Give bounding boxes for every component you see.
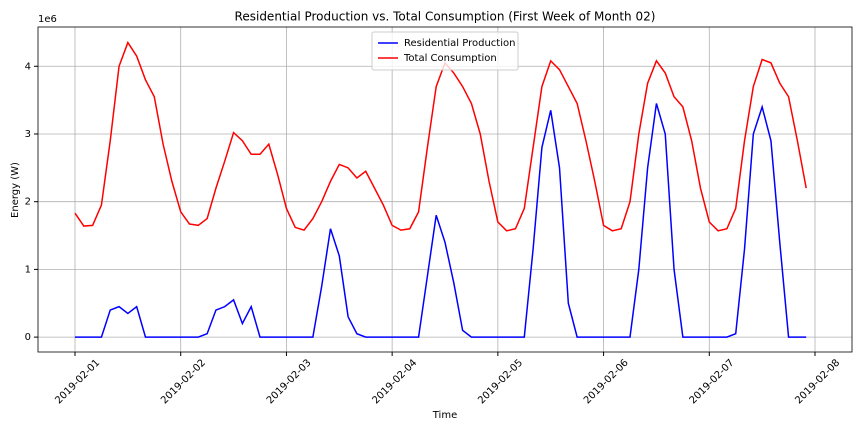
y-tick-label: 4 — [25, 61, 31, 72]
y-tick-label: 1 — [25, 264, 31, 275]
chart-title: Residential Production vs. Total Consump… — [235, 10, 656, 24]
y-tick-label: 3 — [25, 129, 31, 140]
legend-box — [371, 31, 519, 71]
y-tick-label: 2 — [25, 197, 31, 208]
legend-label: Total Consumption — [403, 53, 497, 64]
y-axis-label: Energy (W) — [10, 162, 21, 218]
y-tick-label: 0 — [25, 332, 31, 343]
plot-frame — [37, 26, 853, 353]
legend-label: Residential Production — [404, 38, 515, 49]
line-series — [74, 40, 807, 232]
line-series — [75, 103, 807, 338]
y-offset-label: 1e6 — [38, 14, 57, 25]
x-axis-label: Time — [432, 410, 457, 421]
